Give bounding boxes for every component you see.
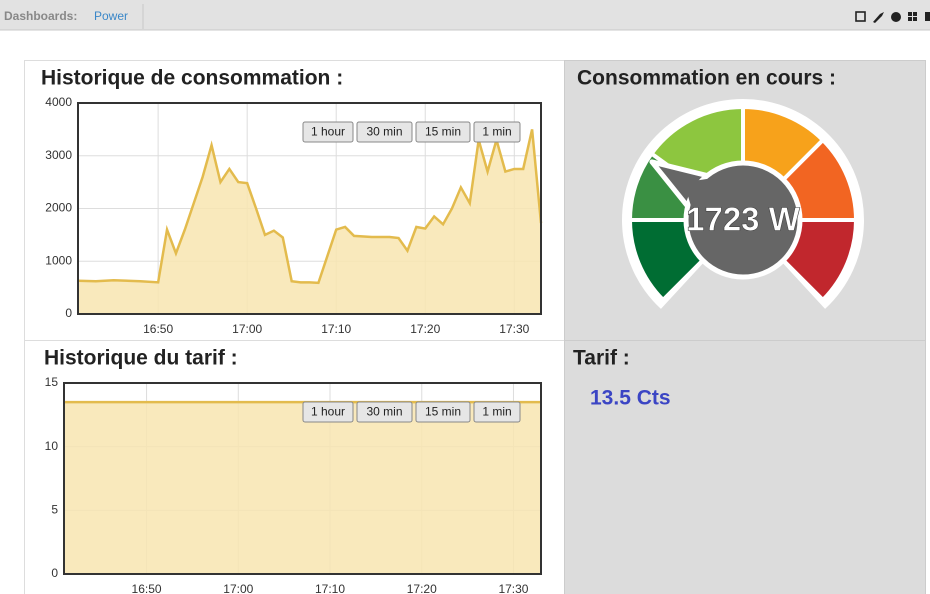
line xyxy=(77,129,543,285)
y-tick-label: 4000 xyxy=(45,95,72,109)
x-tick-label: 17:20 xyxy=(407,582,437,594)
grid-icon[interactable] xyxy=(908,12,912,16)
x-tick-label: 17:00 xyxy=(223,582,253,594)
plot-border xyxy=(63,382,542,575)
gauge-value: 1723 W xyxy=(686,201,801,238)
plot-border xyxy=(77,102,542,315)
range-button[interactable] xyxy=(415,121,471,143)
settings-icon[interactable] xyxy=(873,12,884,23)
range-button[interactable] xyxy=(415,401,471,423)
toolbar-icons[interactable] xyxy=(855,11,930,23)
grid-icon xyxy=(913,17,917,21)
range-button-label[interactable]: 15 min xyxy=(425,125,461,139)
range-button-label[interactable]: 1 hour xyxy=(311,125,345,139)
x-tick-label: 17:00 xyxy=(232,322,262,336)
x-tick-label: 17:30 xyxy=(499,322,529,336)
y-tick-label: 5 xyxy=(51,503,58,517)
range-button[interactable] xyxy=(356,121,413,143)
x-tick-label: 16:50 xyxy=(143,322,173,336)
x-tick-label: 17:30 xyxy=(498,582,528,594)
gauge-needle-joint xyxy=(683,177,717,215)
panel xyxy=(564,340,926,594)
range-button[interactable] xyxy=(473,401,521,423)
menu-icon[interactable] xyxy=(925,12,930,21)
panel-title: Tarif : xyxy=(573,347,630,370)
range-button-label[interactable]: 15 min xyxy=(425,405,461,419)
y-tick-label: 1000 xyxy=(45,253,72,267)
y-tick-label: 3000 xyxy=(45,148,72,162)
range-button-label[interactable]: 30 min xyxy=(366,125,402,139)
y-tick-label: 2000 xyxy=(45,201,72,215)
range-button[interactable] xyxy=(473,121,521,143)
range-button-label[interactable]: 1 min xyxy=(482,125,511,139)
area xyxy=(78,129,541,314)
panel-title: Consommation en cours : xyxy=(577,67,836,90)
panel-title: Historique du tarif : xyxy=(44,347,238,370)
range-button[interactable] xyxy=(356,401,413,423)
x-tick-label: 17:10 xyxy=(321,322,351,336)
x-tick-label: 17:20 xyxy=(410,322,440,336)
range-button-label[interactable]: 1 hour xyxy=(311,405,345,419)
area xyxy=(64,402,541,574)
range-button[interactable] xyxy=(302,401,354,423)
breadcrumb-label: Dashboards: xyxy=(4,9,77,23)
y-tick-label: 0 xyxy=(65,306,72,320)
gauge-hub xyxy=(683,160,803,280)
y-tick-label: 10 xyxy=(45,439,59,453)
dashboard-link[interactable]: Power xyxy=(94,9,128,23)
panel-title: Historique de consommation : xyxy=(41,67,343,90)
grid-icon xyxy=(908,17,912,21)
range-button-label[interactable]: 1 min xyxy=(482,405,511,419)
add-icon[interactable] xyxy=(891,12,901,22)
x-tick-label: 16:50 xyxy=(132,582,162,594)
range-button[interactable] xyxy=(302,121,354,143)
tarif-value: 13.5 Cts xyxy=(590,387,671,410)
x-tick-label: 17:10 xyxy=(315,582,345,594)
edit-icon[interactable] xyxy=(855,11,866,22)
top-bar xyxy=(0,0,930,30)
y-tick-label: 0 xyxy=(51,566,58,580)
range-button-label[interactable]: 30 min xyxy=(366,405,402,419)
grid-icon xyxy=(913,12,917,16)
y-tick-label: 15 xyxy=(45,375,59,389)
